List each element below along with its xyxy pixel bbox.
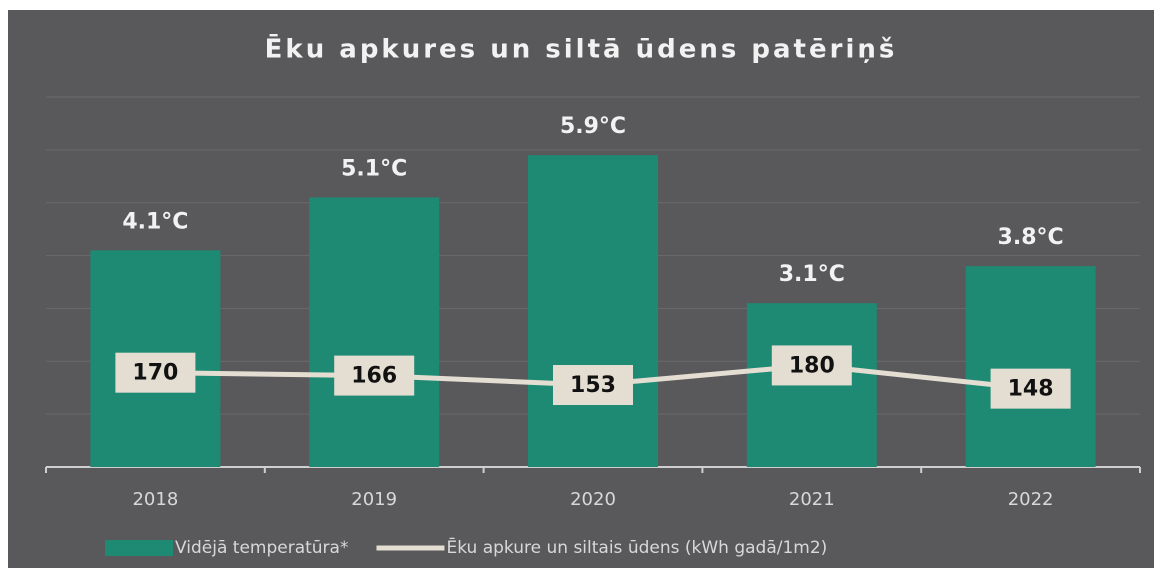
line-label-box (771, 345, 852, 386)
legend-label: Vidējā temperatūra* (175, 538, 348, 558)
line-label-box (553, 365, 633, 406)
legend-label: Ēku apkure un siltais ūdens (kWh gadā/1m… (446, 536, 827, 558)
bar (528, 155, 658, 467)
bar-value-label: 4.1°C (122, 209, 188, 234)
bar-value-label: 3.8°C (998, 225, 1064, 250)
x-tick-label: 2019 (351, 489, 397, 510)
x-tick-label: 2021 (789, 489, 835, 510)
line-label-box (334, 355, 415, 396)
line-label-box (115, 352, 196, 393)
legend-swatch (105, 540, 173, 556)
chart-title: Ēku apkures un siltā ūdens patēriņš (265, 33, 898, 65)
x-tick-label: 2020 (570, 489, 616, 510)
line-value-label: 166 (351, 364, 397, 389)
line-value-label: 170 (132, 361, 178, 386)
bar (965, 266, 1096, 467)
bar (309, 197, 440, 467)
bar-value-label: 5.1°C (341, 156, 407, 181)
line-label-box (990, 368, 1071, 409)
line-value-label: 153 (570, 373, 616, 398)
x-tick-label: 2022 (1008, 489, 1054, 510)
x-tick-label: 2018 (132, 489, 178, 510)
bar-value-label: 5.9°C (560, 114, 626, 139)
bar-value-label: 3.1°C (779, 262, 845, 287)
line-value-label: 180 (789, 353, 835, 378)
line-value-label: 148 (1008, 377, 1054, 402)
